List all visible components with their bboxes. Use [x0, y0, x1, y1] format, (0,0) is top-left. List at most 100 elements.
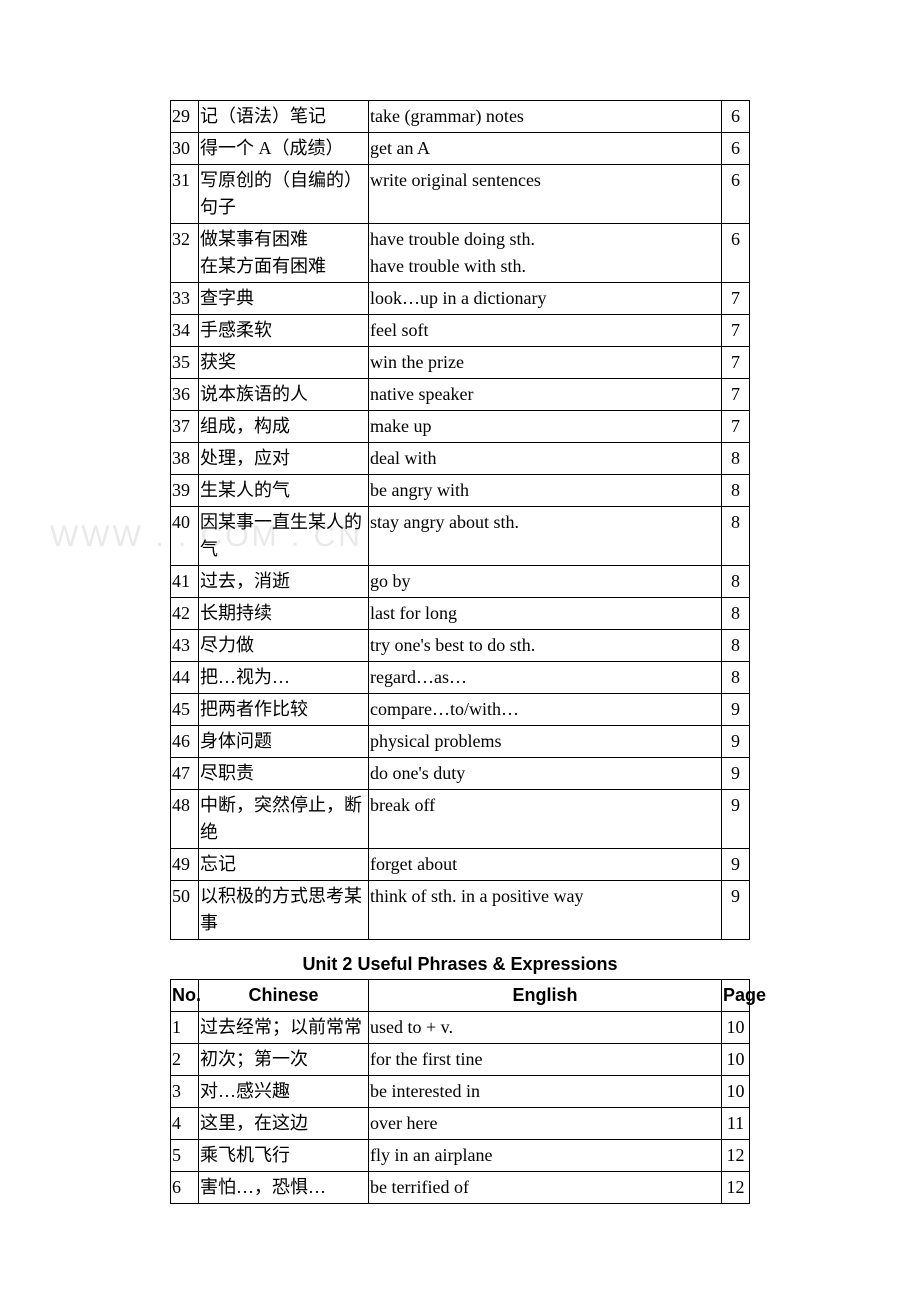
page-number: 6 — [722, 133, 750, 165]
row-number: 44 — [171, 662, 199, 694]
table-row: 36说本族语的人native speaker7 — [171, 379, 750, 411]
phrases-table-2: No. Chinese English Page 1过去经常；以前常常used … — [170, 979, 750, 1204]
chinese-text: 把两者作比较 — [199, 694, 369, 726]
chinese-text: 对…感兴趣 — [199, 1076, 369, 1108]
table-row: 37组成，构成make up7 — [171, 411, 750, 443]
table-row: 1过去经常；以前常常used to + v.10 — [171, 1012, 750, 1044]
row-number: 33 — [171, 283, 199, 315]
table-row: 32做某事有困难在某方面有困难have trouble doing sth.ha… — [171, 224, 750, 283]
chinese-text: 以积极的方式思考某事 — [199, 881, 369, 940]
table-row: 6害怕…，恐惧…be terrified of12 — [171, 1172, 750, 1204]
row-number: 6 — [171, 1172, 199, 1204]
page-number: 7 — [722, 411, 750, 443]
page-number: 7 — [722, 347, 750, 379]
row-number: 4 — [171, 1108, 199, 1140]
english-text: regard…as… — [369, 662, 722, 694]
english-text: be angry with — [369, 475, 722, 507]
page-number: 12 — [722, 1140, 750, 1172]
row-number: 34 — [171, 315, 199, 347]
chinese-text: 初次；第一次 — [199, 1044, 369, 1076]
english-text: native speaker — [369, 379, 722, 411]
page-number: 9 — [722, 694, 750, 726]
english-text: for the first tine — [369, 1044, 722, 1076]
header-english: English — [369, 980, 722, 1012]
english-text: take (grammar) notes — [369, 101, 722, 133]
chinese-text: 长期持续 — [199, 598, 369, 630]
page-number: 9 — [722, 758, 750, 790]
chinese-text: 害怕…，恐惧… — [199, 1172, 369, 1204]
english-text: physical problems — [369, 726, 722, 758]
chinese-text: 把…视为… — [199, 662, 369, 694]
chinese-text: 组成，构成 — [199, 411, 369, 443]
row-number: 38 — [171, 443, 199, 475]
english-text: try one's best to do sth. — [369, 630, 722, 662]
table-row: 31写原创的（自编的）句子write original sentences6 — [171, 165, 750, 224]
row-number: 31 — [171, 165, 199, 224]
chinese-text: 生某人的气 — [199, 475, 369, 507]
chinese-text: 这里，在这边 — [199, 1108, 369, 1140]
row-number: 47 — [171, 758, 199, 790]
chinese-text: 尽力做 — [199, 630, 369, 662]
chinese-text: 写原创的（自编的）句子 — [199, 165, 369, 224]
chinese-text: 查字典 — [199, 283, 369, 315]
chinese-text: 中断，突然停止，断绝 — [199, 790, 369, 849]
chinese-text: 说本族语的人 — [199, 379, 369, 411]
english-text: feel soft — [369, 315, 722, 347]
english-text: last for long — [369, 598, 722, 630]
row-number: 32 — [171, 224, 199, 283]
english-text: over here — [369, 1108, 722, 1140]
row-number: 5 — [171, 1140, 199, 1172]
table-row: 39生某人的气be angry with8 — [171, 475, 750, 507]
english-text: write original sentences — [369, 165, 722, 224]
table-row: 4这里，在这边over here11 — [171, 1108, 750, 1140]
table-row: 43尽力做try one's best to do sth.8 — [171, 630, 750, 662]
chinese-text: 身体问题 — [199, 726, 369, 758]
page-number: 10 — [722, 1012, 750, 1044]
row-number: 30 — [171, 133, 199, 165]
page-number: 9 — [722, 726, 750, 758]
table-row: 40因某事一直生某人的气stay angry about sth.8 — [171, 507, 750, 566]
page-number: 6 — [722, 224, 750, 283]
unit2-heading: Unit 2 Useful Phrases & Expressions — [170, 954, 750, 975]
table-row: 44把…视为…regard…as…8 — [171, 662, 750, 694]
page-number: 9 — [722, 790, 750, 849]
table-row: 34手感柔软feel soft7 — [171, 315, 750, 347]
row-number: 3 — [171, 1076, 199, 1108]
page-number: 12 — [722, 1172, 750, 1204]
phrases-table-1: 29记（语法）笔记take (grammar) notes630得一个 A（成绩… — [170, 100, 750, 940]
row-number: 50 — [171, 881, 199, 940]
chinese-text: 处理，应对 — [199, 443, 369, 475]
english-text: win the prize — [369, 347, 722, 379]
chinese-text: 记（语法）笔记 — [199, 101, 369, 133]
header-no: No. — [171, 980, 199, 1012]
english-text: think of sth. in a positive way — [369, 881, 722, 940]
row-number: 1 — [171, 1012, 199, 1044]
english-text: compare…to/with… — [369, 694, 722, 726]
chinese-text: 乘飞机飞行 — [199, 1140, 369, 1172]
chinese-text: 获奖 — [199, 347, 369, 379]
english-text: get an A — [369, 133, 722, 165]
page-number: 8 — [722, 566, 750, 598]
row-number: 43 — [171, 630, 199, 662]
row-number: 46 — [171, 726, 199, 758]
table-row: 50以积极的方式思考某事think of sth. in a positive … — [171, 881, 750, 940]
table-row: 38处理，应对deal with8 — [171, 443, 750, 475]
table-row: 2初次；第一次for the first tine10 — [171, 1044, 750, 1076]
row-number: 37 — [171, 411, 199, 443]
table-row: 3对…感兴趣be interested in10 — [171, 1076, 750, 1108]
page-number: 8 — [722, 598, 750, 630]
page-number: 7 — [722, 379, 750, 411]
chinese-text: 因某事一直生某人的气 — [199, 507, 369, 566]
english-text: stay angry about sth. — [369, 507, 722, 566]
page-number: 9 — [722, 881, 750, 940]
table-row: 45把两者作比较compare…to/with…9 — [171, 694, 750, 726]
table-row: 47尽职责do one's duty9 — [171, 758, 750, 790]
english-text: go by — [369, 566, 722, 598]
row-number: 39 — [171, 475, 199, 507]
row-number: 41 — [171, 566, 199, 598]
row-number: 36 — [171, 379, 199, 411]
english-text: forget about — [369, 849, 722, 881]
row-number: 2 — [171, 1044, 199, 1076]
table-row: 30得一个 A（成绩）get an A6 — [171, 133, 750, 165]
row-number: 49 — [171, 849, 199, 881]
